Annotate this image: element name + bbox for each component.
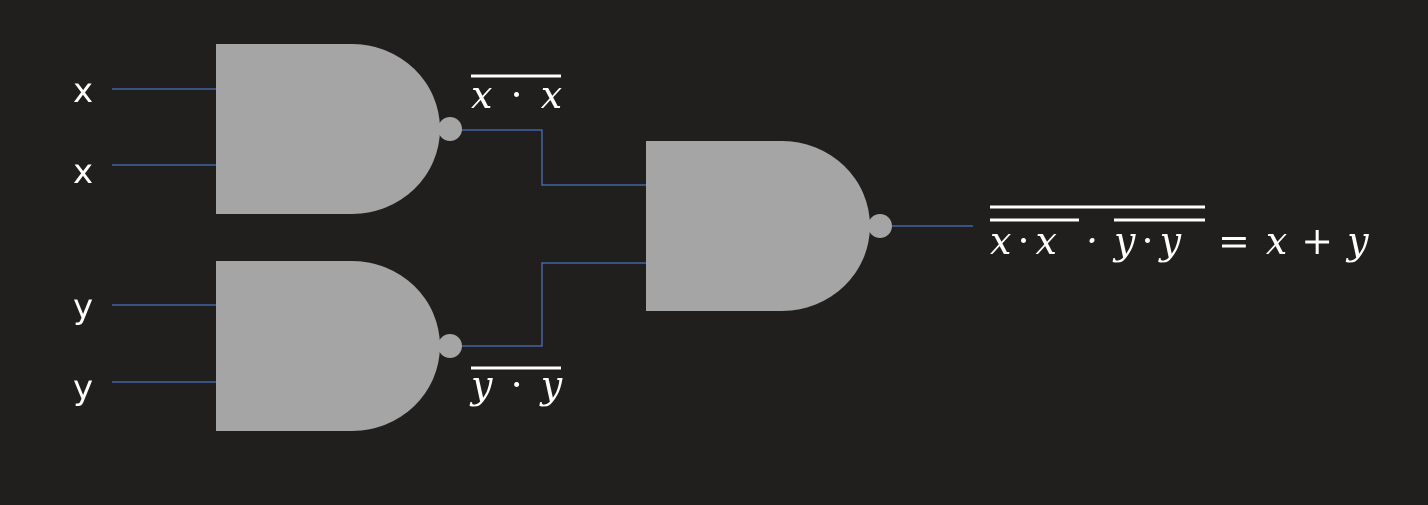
input-label-x-top: x [73,71,93,111]
dot-operator: · [511,73,523,117]
gate-body [646,141,870,311]
y-term: y · y [1112,219,1182,263]
nand-gate-3 [646,141,892,311]
gate-body [216,44,440,214]
term: x [541,73,562,117]
inversion-bubble [438,117,462,141]
term: y [539,363,563,407]
term: x [471,73,492,117]
gate1-output-expression: x · x [471,73,562,117]
middle-dot-operator: · [1086,219,1098,263]
equals-x-plus-y: = x + y [1218,219,1369,263]
dot-operator: · [511,363,523,407]
term: y [469,363,493,407]
input-label-x-bottom: x [73,152,93,192]
gate2-output-expression: y · y [469,363,563,407]
inversion-bubble [868,214,892,238]
nand-gate-1 [216,44,462,214]
wire-gate2-to-gate3 [461,262,646,347]
input-label-y-bottom: y [73,368,93,408]
wire-gate1-to-gate3 [461,129,646,186]
x-term: x · x [990,219,1057,263]
result-expression: x · x · y · y = x + y [990,205,1369,263]
expression-text: x · x [471,73,562,117]
expression-text: y · y [469,363,563,407]
nand-gate-2 [216,261,462,431]
input-label-y-top: y [73,287,93,327]
gate-body [216,261,440,431]
inversion-bubble [438,334,462,358]
